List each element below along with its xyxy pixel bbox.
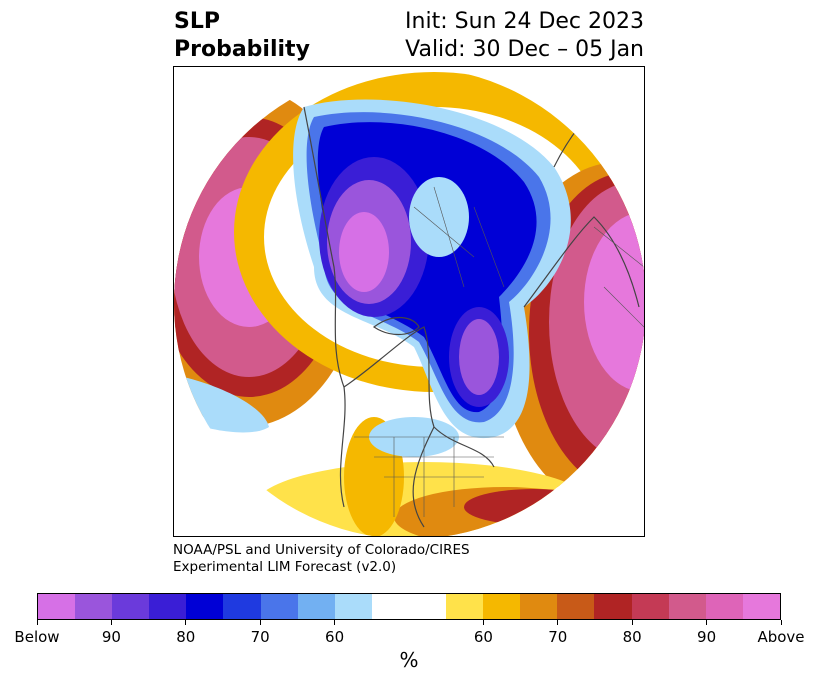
colorbar-tick-mark (110, 620, 112, 625)
colorbar-segment (38, 594, 76, 619)
map-title: SLP Probability (174, 8, 310, 64)
colorbar-segment (334, 594, 372, 619)
colorbar-tick-label: Below (14, 628, 60, 646)
colorbar-tick-mark (259, 620, 261, 625)
colorbar-tick-mark (780, 620, 782, 625)
colorbar-segment (223, 594, 261, 619)
colorbar-segment (631, 594, 669, 619)
colorbar-tick-label: 80 (622, 628, 642, 646)
colorbar-segment (520, 594, 558, 619)
colorbar-tick-label: 90 (101, 628, 121, 646)
title-line-2: Probability (174, 37, 310, 62)
valid-date: Valid: 30 Dec – 05 Jan (405, 37, 644, 62)
colorbar-tick-label: 60 (473, 628, 493, 646)
colorbar-unit: % (399, 648, 419, 672)
forecast-dates: Init: Sun 24 Dec 2023 Valid: 30 Dec – 05… (405, 8, 644, 64)
colorbar (37, 593, 781, 620)
colorbar-tick-mark (334, 620, 336, 625)
colorbar-tick-label: 70 (548, 628, 568, 646)
init-date: Init: Sun 24 Dec 2023 (405, 9, 644, 34)
colorbar-tick-label: 90 (697, 628, 717, 646)
colorbar-tick-mark (557, 620, 559, 625)
colorbar-segment (668, 594, 706, 619)
title-line-1: SLP (174, 9, 220, 34)
colorbar-tick-label: 80 (176, 628, 196, 646)
colorbar-tick-mark (36, 620, 38, 625)
colorbar-segment (371, 594, 409, 619)
colorbar-segment (594, 594, 632, 619)
colorbar-segment (557, 594, 595, 619)
colorbar-tick-label: 70 (250, 628, 270, 646)
colorbar-segment (483, 594, 521, 619)
colorbar-tick-mark (482, 620, 484, 625)
colorbar-segment (186, 594, 224, 619)
polar-map (173, 66, 645, 537)
colorbar-segment (75, 594, 113, 619)
colorbar-segment (705, 594, 743, 619)
credit-line-2: Experimental LIM Forecast (v2.0) (173, 559, 397, 575)
pacific-low-patch (184, 377, 269, 433)
colorbar-tick-label: Above (757, 628, 805, 646)
arctic-low-region (293, 99, 571, 439)
probability-field (174, 67, 644, 536)
colorbar-segment (408, 594, 447, 619)
colorbar-segment (742, 594, 780, 619)
colorbar-tick-mark (631, 620, 633, 625)
colorbar-segment (297, 594, 335, 619)
colorbar-tick-mark (185, 620, 187, 625)
colorbar-segment (149, 594, 187, 619)
credit-text: NOAA/PSL and University of Colorado/CIRE… (173, 542, 470, 576)
colorbar-tick-mark (706, 620, 708, 625)
colorbar-segment (446, 594, 484, 619)
political-borders (354, 186, 644, 517)
colorbar-tick-label: 60 (325, 628, 345, 646)
colorbar-segment (112, 594, 150, 619)
colorbar-segment (260, 594, 298, 619)
credit-line-1: NOAA/PSL and University of Colorado/CIRE… (173, 542, 470, 558)
